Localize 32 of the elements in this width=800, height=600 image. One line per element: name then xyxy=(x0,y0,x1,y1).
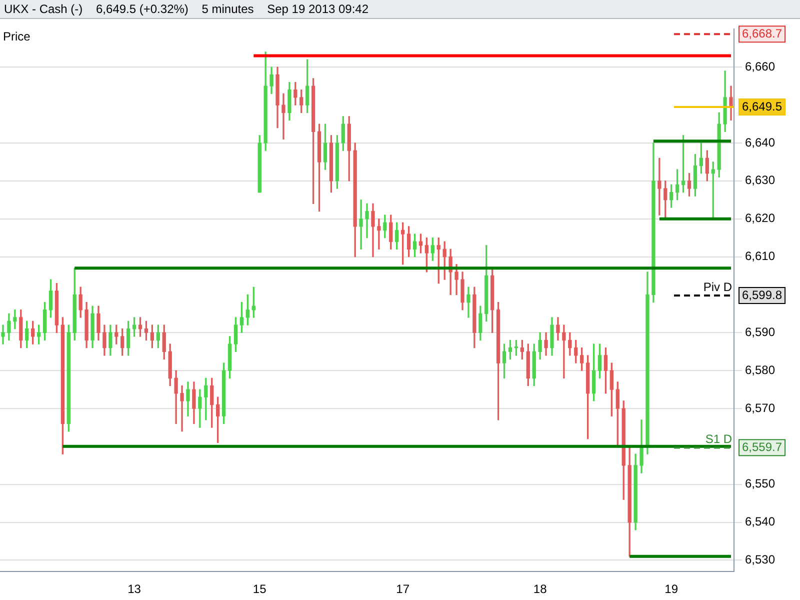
y-tick-label: 6,630 xyxy=(745,173,776,188)
x-tick-label: 17 xyxy=(396,582,410,596)
chart-title: UKX - Cash (-) 6,649.5 (+0.32%) 5 minutes Sep 19 2013 09:42 xyxy=(0,0,800,19)
candlestick xyxy=(359,200,363,250)
y-tick-label: 6,580 xyxy=(745,362,776,377)
x-tick-label: 15 xyxy=(252,582,267,596)
x-tick-label: 18 xyxy=(533,582,548,596)
candlestick xyxy=(365,203,369,238)
annotation: Piv D xyxy=(703,280,732,294)
x-tick-label: 13 xyxy=(128,582,142,596)
y-tick-label: 6,620 xyxy=(745,211,776,226)
y-tick-label: 6,590 xyxy=(745,324,776,339)
candlestick xyxy=(180,385,184,432)
candlestick xyxy=(1,324,5,344)
x-tick-label: 19 xyxy=(664,582,678,596)
y-tick-label: 6,570 xyxy=(745,400,776,415)
candlestick xyxy=(377,218,381,250)
ref-line-label: 6,599.8 xyxy=(742,288,782,302)
y-tick-label: 6,660 xyxy=(745,59,776,74)
y-tick-label: 6,640 xyxy=(745,135,776,150)
y-axis-title: Price xyxy=(3,30,31,44)
candlestick xyxy=(282,93,286,140)
candlestick xyxy=(13,310,17,330)
y-tick-label: 6,530 xyxy=(745,552,776,567)
y-tick-label: 6,610 xyxy=(745,249,776,264)
candlestick xyxy=(562,324,566,378)
y-tick-label: 6,550 xyxy=(745,476,776,491)
y-tick-label: 6,540 xyxy=(745,514,776,529)
ref-line-label: 6,649.5 xyxy=(742,99,782,114)
ref-line-label: 6,668.7 xyxy=(742,26,782,40)
annotation: S1 D xyxy=(705,432,732,446)
ref-line-label: 6,559.7 xyxy=(742,440,782,454)
